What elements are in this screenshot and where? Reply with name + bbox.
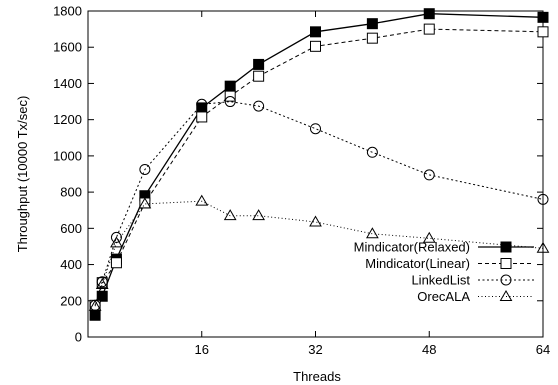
series-1 — [89, 8, 549, 321]
legend-entry: OrecALA — [417, 289, 534, 304]
x-tick-label: 64 — [536, 342, 550, 357]
data-point — [138, 197, 152, 209]
x-axis-label: Threads — [293, 369, 341, 384]
data-point — [537, 26, 549, 38]
y-tick-label: 800 — [60, 185, 82, 200]
series-line — [94, 200, 544, 307]
data-point — [422, 231, 436, 243]
series-line — [94, 13, 544, 316]
data-point — [89, 309, 101, 321]
data-point — [196, 111, 208, 123]
y-tick-label: 0 — [75, 330, 82, 345]
data-point — [537, 193, 549, 205]
data-point — [253, 100, 265, 112]
data-point — [309, 215, 322, 227]
data-point — [252, 209, 265, 221]
data-point — [423, 23, 435, 35]
data-point — [423, 8, 435, 20]
legend-label: OrecALA — [417, 289, 470, 304]
y-tick-label: 1200 — [53, 112, 82, 127]
data-point — [366, 18, 378, 30]
x-tick-label: 16 — [195, 342, 209, 357]
data-point — [139, 163, 151, 175]
data-point — [366, 32, 378, 44]
y-tick-label: 1800 — [53, 4, 82, 19]
data-point — [253, 70, 265, 82]
series-layer — [88, 8, 550, 321]
legend-marker — [500, 258, 512, 269]
data-point — [224, 96, 236, 108]
y-tick-label: 600 — [60, 221, 82, 236]
data-point — [537, 11, 549, 23]
legend-label: Mindicator(Linear) — [365, 256, 470, 271]
y-tick-label: 1400 — [53, 76, 82, 91]
data-point — [195, 194, 209, 206]
data-point — [366, 227, 379, 239]
data-point — [110, 257, 122, 269]
legend-label: LinkedList — [411, 273, 470, 288]
legend-label: Mindicator(Relaxed) — [354, 240, 470, 255]
axis-ticks: 0 200 400 600 800 1000 1200 1400 1600 1800 16 32 48 6… — [53, 4, 550, 358]
data-point — [310, 40, 321, 52]
y-tick-label: 1600 — [53, 40, 82, 55]
series-2 — [89, 23, 549, 311]
plot-frame — [87, 10, 544, 338]
series-4 — [88, 194, 550, 311]
data-point — [110, 236, 123, 248]
legend-marker — [500, 241, 512, 253]
y-axis-label: Throughput (10000 Tx/sec) — [15, 96, 30, 253]
legend: Mindicator(Relaxed)Mindicator(Linear) Lin… — [354, 240, 534, 304]
x-tick-label: 32 — [308, 342, 322, 357]
data-point — [536, 241, 550, 253]
legend-entry: Mindicator(Linear) — [365, 256, 534, 271]
data-point — [310, 123, 321, 135]
data-point — [96, 276, 108, 288]
legend-entry: LinkedList — [411, 273, 534, 288]
series-line — [94, 28, 544, 306]
data-point — [139, 197, 151, 209]
legend-marker — [499, 290, 513, 301]
series-line — [94, 101, 544, 306]
data-point — [223, 209, 237, 221]
data-point — [88, 299, 102, 311]
plot-border — [87, 10, 544, 338]
y-tick-label: 1000 — [53, 148, 82, 163]
legend-entry: Mindicator(Relaxed) — [354, 240, 534, 255]
y-tick-label: 200 — [60, 293, 82, 308]
data-point — [196, 98, 208, 110]
data-point — [310, 26, 321, 38]
data-point — [423, 169, 435, 181]
data-point — [95, 277, 109, 289]
legend-marker — [500, 274, 512, 286]
data-point — [366, 146, 378, 158]
data-point — [96, 290, 108, 302]
series-3 — [89, 96, 549, 311]
x-tick-label: 48 — [422, 342, 436, 357]
y-tick-label: 400 — [60, 257, 82, 272]
data-point — [224, 80, 236, 92]
data-point — [253, 58, 265, 70]
